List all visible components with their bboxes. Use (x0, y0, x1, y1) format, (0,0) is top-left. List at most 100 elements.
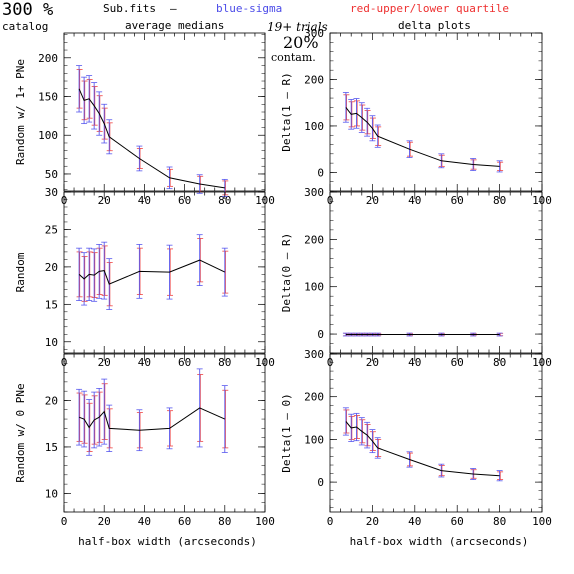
error-bar (221, 247, 229, 297)
x-tick-label: 80 (493, 515, 506, 528)
y-tick-label: 50 (45, 168, 58, 181)
x-tick-label: 0 (61, 515, 68, 528)
x-tick-label: 60 (178, 194, 191, 207)
x-tick-label: 20 (98, 194, 111, 207)
header-contam-value: 20% (283, 33, 319, 52)
x-axis-label: half-box width (arcseconds) (78, 535, 257, 548)
error-bar (342, 92, 350, 123)
header-medians: average medians (125, 19, 224, 32)
error-bar (353, 332, 360, 337)
y-ticks (330, 32, 542, 192)
x-tick-label: 20 (366, 356, 379, 369)
error-bar (496, 160, 504, 173)
x-tick-label: 40 (408, 356, 421, 369)
y-ticks (64, 34, 265, 190)
x-axis-label: half-box width (arcseconds) (350, 535, 529, 548)
y-tick-label: 100 (304, 433, 324, 446)
header-file: Sub.fits (103, 2, 156, 15)
y-tick-label: 25 (45, 223, 58, 236)
y-tick-label: 0 (317, 166, 324, 179)
error-bar (496, 470, 504, 482)
x-ticks (63, 354, 266, 512)
x-tick-label: 20 (366, 194, 379, 207)
error-bar (342, 407, 350, 436)
header-dash: – (170, 2, 177, 15)
y-axis-label: Random w/ 0 PNe (14, 383, 27, 482)
plot-frame (329, 191, 543, 354)
x-ticks (63, 33, 266, 191)
x-tick-label: 80 (218, 515, 231, 528)
y-axis-label: Random w/ 1+ PNe (14, 59, 27, 165)
error-bar (221, 385, 229, 453)
series-line (78, 407, 226, 431)
y-ticks (330, 353, 542, 508)
y-tick-label: 10 (45, 487, 58, 500)
x-tick-label: 80 (493, 194, 506, 207)
x-ticks (329, 192, 543, 353)
y-tick-label: 20 (45, 394, 58, 407)
error-bar (438, 332, 445, 337)
header-trials: 19+ trials (267, 20, 328, 34)
x-tick-label: 60 (178, 515, 191, 528)
panel-delta-1-0: 0 20 40 60 80 100 0 100 200 300 Delta(1 – 0) half-b… (280, 348, 552, 548)
y-axis-label: Random (14, 252, 27, 292)
x-tick-label: 100 (255, 515, 275, 528)
x-tick-label: 60 (451, 515, 464, 528)
header-delta-title: delta plots (398, 19, 471, 32)
x-tick-label: 20 (366, 515, 379, 528)
y-ticks (64, 191, 265, 350)
x-tick-label: 80 (218, 356, 231, 369)
series-line (78, 259, 226, 285)
x-tick-label: 20 (98, 515, 111, 528)
x-ticks (329, 354, 543, 512)
y-tick-label: 30 (45, 186, 58, 199)
series-line (345, 107, 500, 167)
y-tick-label: 20 (45, 261, 58, 274)
y-tick-label: 100 (38, 129, 58, 142)
y-tick-label: 100 (304, 120, 324, 133)
x-tick-label: 60 (451, 356, 464, 369)
header-percent: 300 % (2, 0, 53, 20)
y-tick-label: 300 (304, 27, 324, 40)
y-axis-label: Delta(1 – R) (280, 72, 293, 151)
panel-random-0: 0 20 40 60 80 100 10 15 20 Random w/ 0 PNe half-bo… (14, 353, 275, 548)
y-tick-label: 0 (317, 328, 324, 341)
y-ticks (64, 353, 265, 513)
x-tick-label: 20 (98, 356, 111, 369)
x-tick-label: 40 (138, 194, 151, 207)
x-tick-label: 100 (532, 515, 552, 528)
x-tick-label: 60 (178, 356, 191, 369)
y-tick-label: 15 (45, 441, 58, 454)
x-ticks (329, 33, 543, 191)
x-tick-label: 40 (408, 515, 421, 528)
y-tick-label: 200 (304, 233, 324, 246)
y-tick-label: 15 (45, 298, 58, 311)
y-tick-label: 10 (45, 336, 58, 349)
x-tick-label: 40 (138, 356, 151, 369)
x-ticks (63, 192, 266, 353)
x-tick-label: 40 (408, 194, 421, 207)
x-tick-label: 80 (218, 194, 231, 207)
x-tick-label: 80 (493, 356, 506, 369)
y-tick-label: 300 (304, 348, 324, 361)
y-tick-label: 200 (304, 391, 324, 404)
header-catalog: catalog (2, 20, 48, 33)
series-line (78, 88, 225, 189)
y-axis-label: Delta(0 – R) (280, 233, 293, 312)
y-tick-label: 0 (317, 476, 324, 489)
y-axis-label: Delta(1 – 0) (280, 393, 293, 472)
header-red-quartile: red-upper/lower quartile (350, 2, 509, 15)
y-tick-label: 150 (38, 91, 58, 104)
y-tick-label: 300 (304, 186, 324, 199)
header-blue-sigma: blue-sigma (216, 2, 282, 15)
y-tick-label: 200 (304, 73, 324, 86)
x-tick-label: 40 (138, 515, 151, 528)
y-ticks (330, 191, 542, 354)
error-bar (76, 65, 83, 113)
